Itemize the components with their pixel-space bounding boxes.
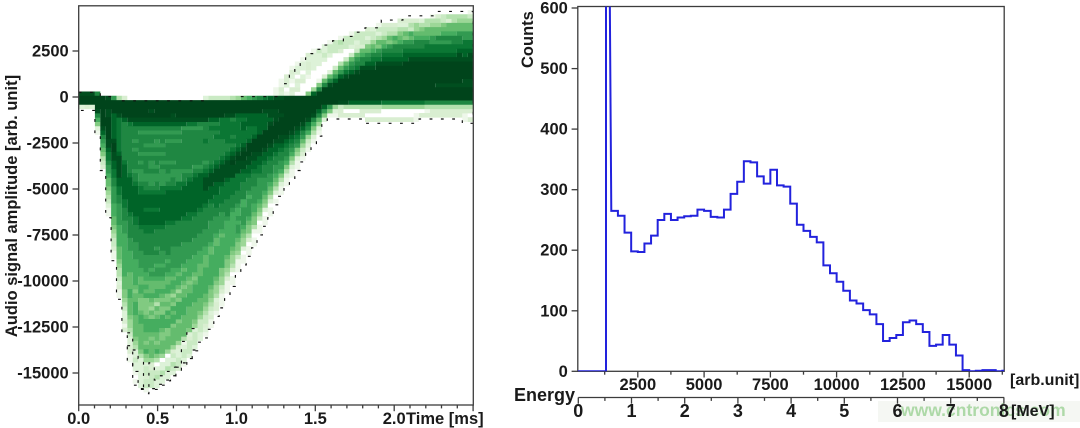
svg-text:www.cntronics.com: www.cntronics.com [900, 400, 1066, 420]
svg-text:2500: 2500 [619, 376, 656, 394]
svg-text:1.0: 1.0 [225, 410, 248, 428]
svg-text:-5000: -5000 [26, 181, 68, 199]
svg-text:5000: 5000 [686, 376, 723, 394]
svg-text:3: 3 [733, 401, 743, 421]
svg-text:7: 7 [946, 401, 956, 421]
svg-text:0: 0 [60, 89, 69, 107]
svg-text:-15000: -15000 [17, 365, 68, 383]
svg-text:0.0: 0.0 [67, 410, 90, 428]
svg-text:2: 2 [680, 401, 690, 421]
svg-text:2.0: 2.0 [383, 410, 406, 428]
svg-text:Counts: Counts [519, 11, 537, 68]
svg-text:0.5: 0.5 [146, 410, 169, 428]
svg-text:Time [ms]: Time [ms] [406, 410, 484, 428]
svg-text:1: 1 [626, 401, 636, 421]
svg-text:5: 5 [839, 401, 849, 421]
svg-text:-2500: -2500 [26, 135, 68, 153]
svg-text:15000: 15000 [946, 376, 992, 394]
svg-text:-7500: -7500 [26, 227, 68, 245]
svg-text:10000: 10000 [814, 376, 860, 394]
svg-text:4: 4 [786, 401, 796, 421]
svg-text:100: 100 [540, 302, 568, 320]
svg-text:0: 0 [573, 401, 583, 421]
svg-text:600: 600 [540, 0, 568, 18]
svg-text:7500: 7500 [752, 376, 789, 394]
svg-text:1.5: 1.5 [304, 410, 327, 428]
svg-text:6: 6 [892, 401, 902, 421]
svg-text:Energy: Energy [514, 385, 575, 405]
svg-text:[arb.unit]: [arb.unit] [1010, 372, 1079, 389]
svg-text:200: 200 [540, 242, 568, 260]
svg-text:500: 500 [540, 60, 568, 78]
svg-text:0: 0 [559, 363, 568, 381]
svg-text:2500: 2500 [32, 43, 69, 61]
svg-text:[MeV]: [MeV] [1011, 403, 1055, 420]
svg-text:Audio signal amplitude [arb. u: Audio signal amplitude [arb. unit] [3, 75, 21, 337]
svg-text:-10000: -10000 [17, 273, 68, 291]
svg-text:-12500: -12500 [17, 319, 68, 337]
svg-text:300: 300 [540, 181, 568, 199]
svg-text:400: 400 [540, 121, 568, 139]
svg-text:12500: 12500 [880, 376, 926, 394]
svg-text:8: 8 [999, 401, 1009, 421]
